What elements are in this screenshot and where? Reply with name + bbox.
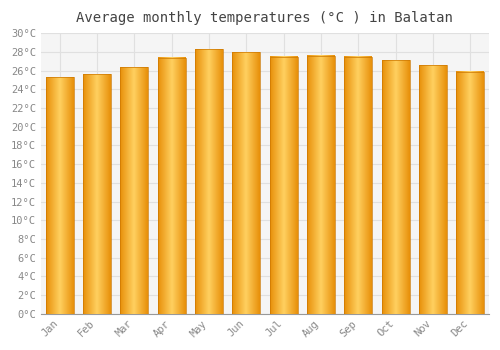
Bar bbox=[158, 57, 186, 314]
Bar bbox=[46, 77, 74, 314]
Bar bbox=[232, 52, 260, 314]
Bar bbox=[344, 57, 372, 314]
Bar bbox=[83, 74, 111, 314]
Bar bbox=[270, 57, 297, 314]
Bar bbox=[120, 67, 148, 314]
Bar bbox=[456, 71, 484, 314]
Bar bbox=[382, 60, 409, 314]
Bar bbox=[307, 56, 335, 314]
Bar bbox=[419, 65, 447, 314]
Bar bbox=[195, 49, 223, 314]
Title: Average monthly temperatures (°C ) in Balatan: Average monthly temperatures (°C ) in Ba… bbox=[76, 11, 454, 25]
